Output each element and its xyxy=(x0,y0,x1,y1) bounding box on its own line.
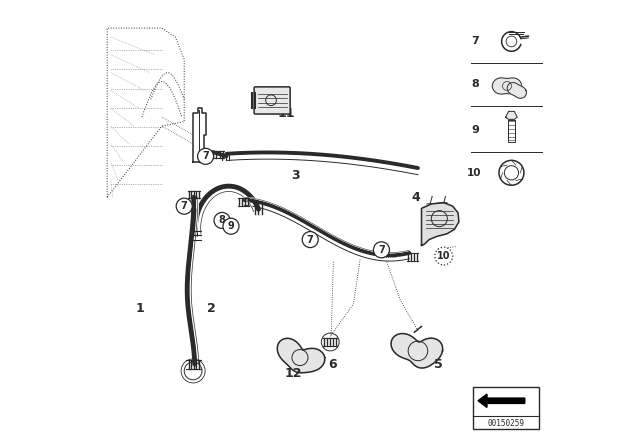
Text: 3: 3 xyxy=(291,169,300,182)
Text: 10: 10 xyxy=(467,168,481,178)
Circle shape xyxy=(373,242,390,258)
Circle shape xyxy=(176,198,192,214)
Polygon shape xyxy=(492,78,522,94)
Polygon shape xyxy=(507,82,527,98)
Text: 7: 7 xyxy=(307,235,314,245)
Polygon shape xyxy=(506,112,517,119)
Text: 7: 7 xyxy=(378,245,385,255)
FancyBboxPatch shape xyxy=(508,120,515,142)
Circle shape xyxy=(302,232,318,248)
Polygon shape xyxy=(391,334,443,368)
Text: 8: 8 xyxy=(219,215,225,225)
Circle shape xyxy=(198,148,214,164)
Text: 4: 4 xyxy=(412,191,420,204)
Text: 9: 9 xyxy=(228,221,234,231)
FancyBboxPatch shape xyxy=(254,87,290,114)
Text: 11: 11 xyxy=(278,107,295,120)
Text: 00150259: 00150259 xyxy=(487,418,524,427)
Text: 6: 6 xyxy=(328,358,337,371)
Text: 1: 1 xyxy=(135,302,144,315)
Polygon shape xyxy=(277,338,324,373)
Text: 8: 8 xyxy=(471,79,479,89)
Polygon shape xyxy=(422,202,459,246)
Text: 10: 10 xyxy=(437,251,451,261)
Text: 9: 9 xyxy=(471,125,479,134)
Text: 5: 5 xyxy=(434,358,442,371)
Text: 2: 2 xyxy=(207,302,215,315)
Polygon shape xyxy=(478,394,525,407)
Text: 7: 7 xyxy=(202,151,209,161)
Text: 7: 7 xyxy=(471,36,479,47)
Circle shape xyxy=(223,218,239,234)
Text: 7: 7 xyxy=(181,201,188,211)
FancyBboxPatch shape xyxy=(473,387,539,429)
Circle shape xyxy=(214,212,230,228)
Text: 12: 12 xyxy=(285,366,302,379)
Circle shape xyxy=(435,247,452,265)
